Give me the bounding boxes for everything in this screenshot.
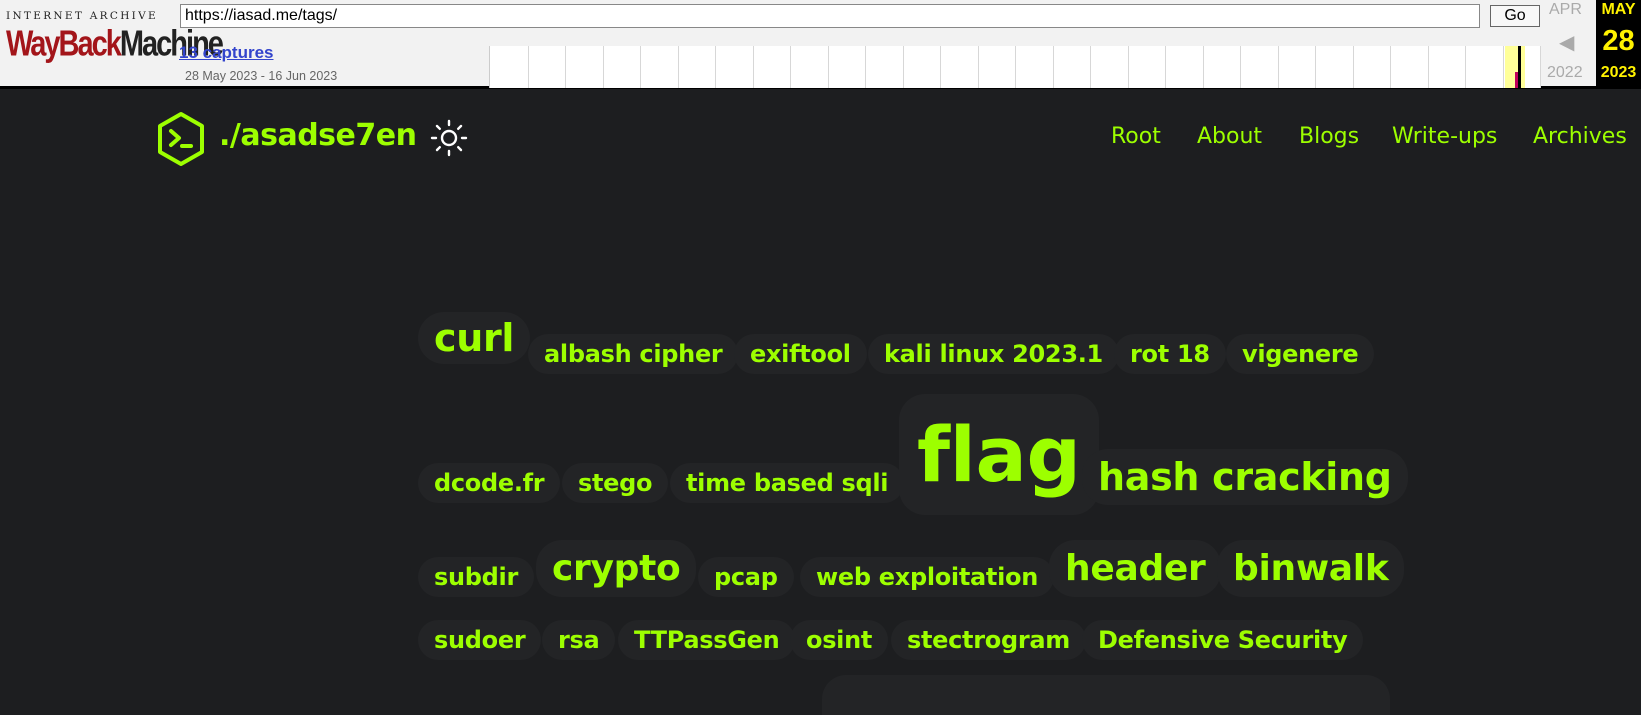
wayback-sparkline-divider	[1240, 46, 1241, 88]
wayback-prev-year: 2022	[1547, 64, 1583, 81]
wayback-sparkline-divider	[677, 46, 679, 88]
wayback-sparkline-divider	[902, 46, 904, 88]
sun-icon[interactable]	[430, 119, 468, 157]
tag-defensive-security[interactable]: Defensive Security	[1082, 620, 1364, 660]
wayback-sparkline-divider	[1390, 46, 1391, 88]
site-title[interactable]: ./asadse7en	[219, 118, 417, 153]
wayback-sparkline-divider	[715, 46, 716, 88]
tag-stego[interactable]: stego	[562, 463, 669, 503]
nav-root[interactable]: Root	[1111, 124, 1161, 149]
wayback-capture-marker	[1515, 72, 1518, 88]
wayback-sparkline-divider	[1540, 46, 1541, 88]
nav-about[interactable]: About	[1197, 124, 1263, 149]
wayback-sparkline-divider	[1502, 46, 1504, 88]
tag-subdir[interactable]: subdir	[418, 557, 534, 597]
wayback-sparkline-divider	[1352, 46, 1354, 88]
wayback-toolbar: INTERNET ARCHIVE WayBackMachine https://…	[0, 0, 1641, 89]
wayback-sparkline-divider	[1315, 46, 1316, 88]
tag-vigenere[interactable]: vigenere	[1226, 334, 1375, 374]
tag-flag[interactable]: flag	[899, 394, 1099, 515]
tag-stectrogram[interactable]: stectrogram	[891, 620, 1086, 660]
wayback-prev-month: APR	[1549, 1, 1582, 18]
main-nav: Root About Blogs Write-ups Archives	[1100, 124, 1630, 160]
tag-exiftool[interactable]: exiftool	[734, 334, 867, 374]
tag-kali-linux[interactable]: kali linux 2023.1	[868, 334, 1119, 374]
wayback-sparkline-divider	[1127, 46, 1129, 88]
footer-card	[822, 675, 1390, 715]
wayback-current-year: 2023	[1600, 64, 1637, 81]
tag-binwalk[interactable]: binwalk	[1217, 540, 1405, 597]
wayback-current-month: MAY	[1601, 1, 1636, 18]
wayback-sparkline-divider	[1052, 46, 1054, 88]
wayback-sparkline-divider	[1465, 46, 1466, 88]
wayback-sparkline-divider	[1090, 46, 1091, 88]
wayback-sparkline-divider	[640, 46, 641, 88]
tag-sudoer[interactable]: sudoer	[418, 620, 542, 660]
tag-osint[interactable]: osint	[790, 620, 889, 660]
wayback-sparkline-divider	[1202, 46, 1204, 88]
wayback-sparkline-divider	[977, 46, 979, 88]
wayback-sparkline-divider	[527, 46, 529, 88]
wayback-current-date: MAY 28 2023	[1596, 0, 1641, 86]
wayback-logo-wayback: WayBack	[6, 24, 122, 64]
wayback-sparkline-divider	[827, 46, 829, 88]
tag-ttpassgen[interactable]: TTPassGen	[618, 620, 796, 660]
wayback-sparkline-divider	[1427, 46, 1429, 88]
tag-albash-cipher[interactable]: albash cipher	[528, 334, 739, 374]
wayback-sparkline-divider	[865, 46, 866, 88]
wayback-sparkline-divider	[1015, 46, 1016, 88]
wayback-sparkline-divider	[790, 46, 791, 88]
wayback-capture-bar	[1518, 46, 1521, 88]
wayback-sparkline-divider	[752, 46, 754, 88]
wayback-logo[interactable]: INTERNET ARCHIVE WayBackMachine	[6, 10, 224, 70]
tag-web-exploitation[interactable]: web exploitation	[800, 557, 1055, 597]
wayback-sparkline-divider	[565, 46, 566, 88]
tag-hash-cracking[interactable]: hash cracking	[1082, 449, 1408, 505]
wayback-prev-nav[interactable]: APR ◀ 2022	[1545, 0, 1595, 86]
tag-rsa[interactable]: rsa	[542, 620, 616, 660]
wayback-go-button[interactable]: Go	[1490, 5, 1540, 27]
tag-header[interactable]: header	[1049, 540, 1222, 597]
wayback-sparkline[interactable]	[489, 46, 1541, 88]
tag-crypto[interactable]: crypto	[536, 540, 697, 597]
nav-blogs[interactable]: Blogs	[1299, 124, 1360, 149]
wayback-url-input[interactable]: https://iasad.me/tags/	[180, 4, 1480, 28]
tag-rot-18[interactable]: rot 18	[1114, 334, 1226, 374]
tag-pcap[interactable]: pcap	[698, 557, 794, 597]
nav-write-ups[interactable]: Write-ups	[1392, 124, 1498, 149]
tag-curl[interactable]: curl	[418, 312, 531, 364]
tag-time-based-sqli[interactable]: time based sqli	[670, 463, 905, 503]
wayback-logo-top: INTERNET ARCHIVE	[6, 10, 158, 22]
wayback-sparkline-divider	[602, 46, 604, 88]
wayback-prev-arrow-icon[interactable]: ◀	[1559, 30, 1575, 54]
tag-dcode-fr[interactable]: dcode.fr	[418, 463, 561, 503]
wayback-sparkline-divider	[1165, 46, 1166, 88]
wayback-sparkline-divider	[1277, 46, 1279, 88]
wayback-captures-link[interactable]: 13 captures	[179, 43, 274, 62]
terminal-hexagon-icon[interactable]	[156, 111, 206, 167]
wayback-sparkline-divider	[940, 46, 941, 88]
wayback-logo-machine: Machine	[119, 24, 224, 64]
wayback-current-day: 28	[1602, 25, 1635, 57]
nav-archives[interactable]: Archives	[1533, 124, 1627, 149]
wayback-logo-wordmark: WayBackMachine	[6, 24, 224, 65]
wayback-capture-range: 28 May 2023 - 16 Jun 2023	[185, 69, 338, 83]
